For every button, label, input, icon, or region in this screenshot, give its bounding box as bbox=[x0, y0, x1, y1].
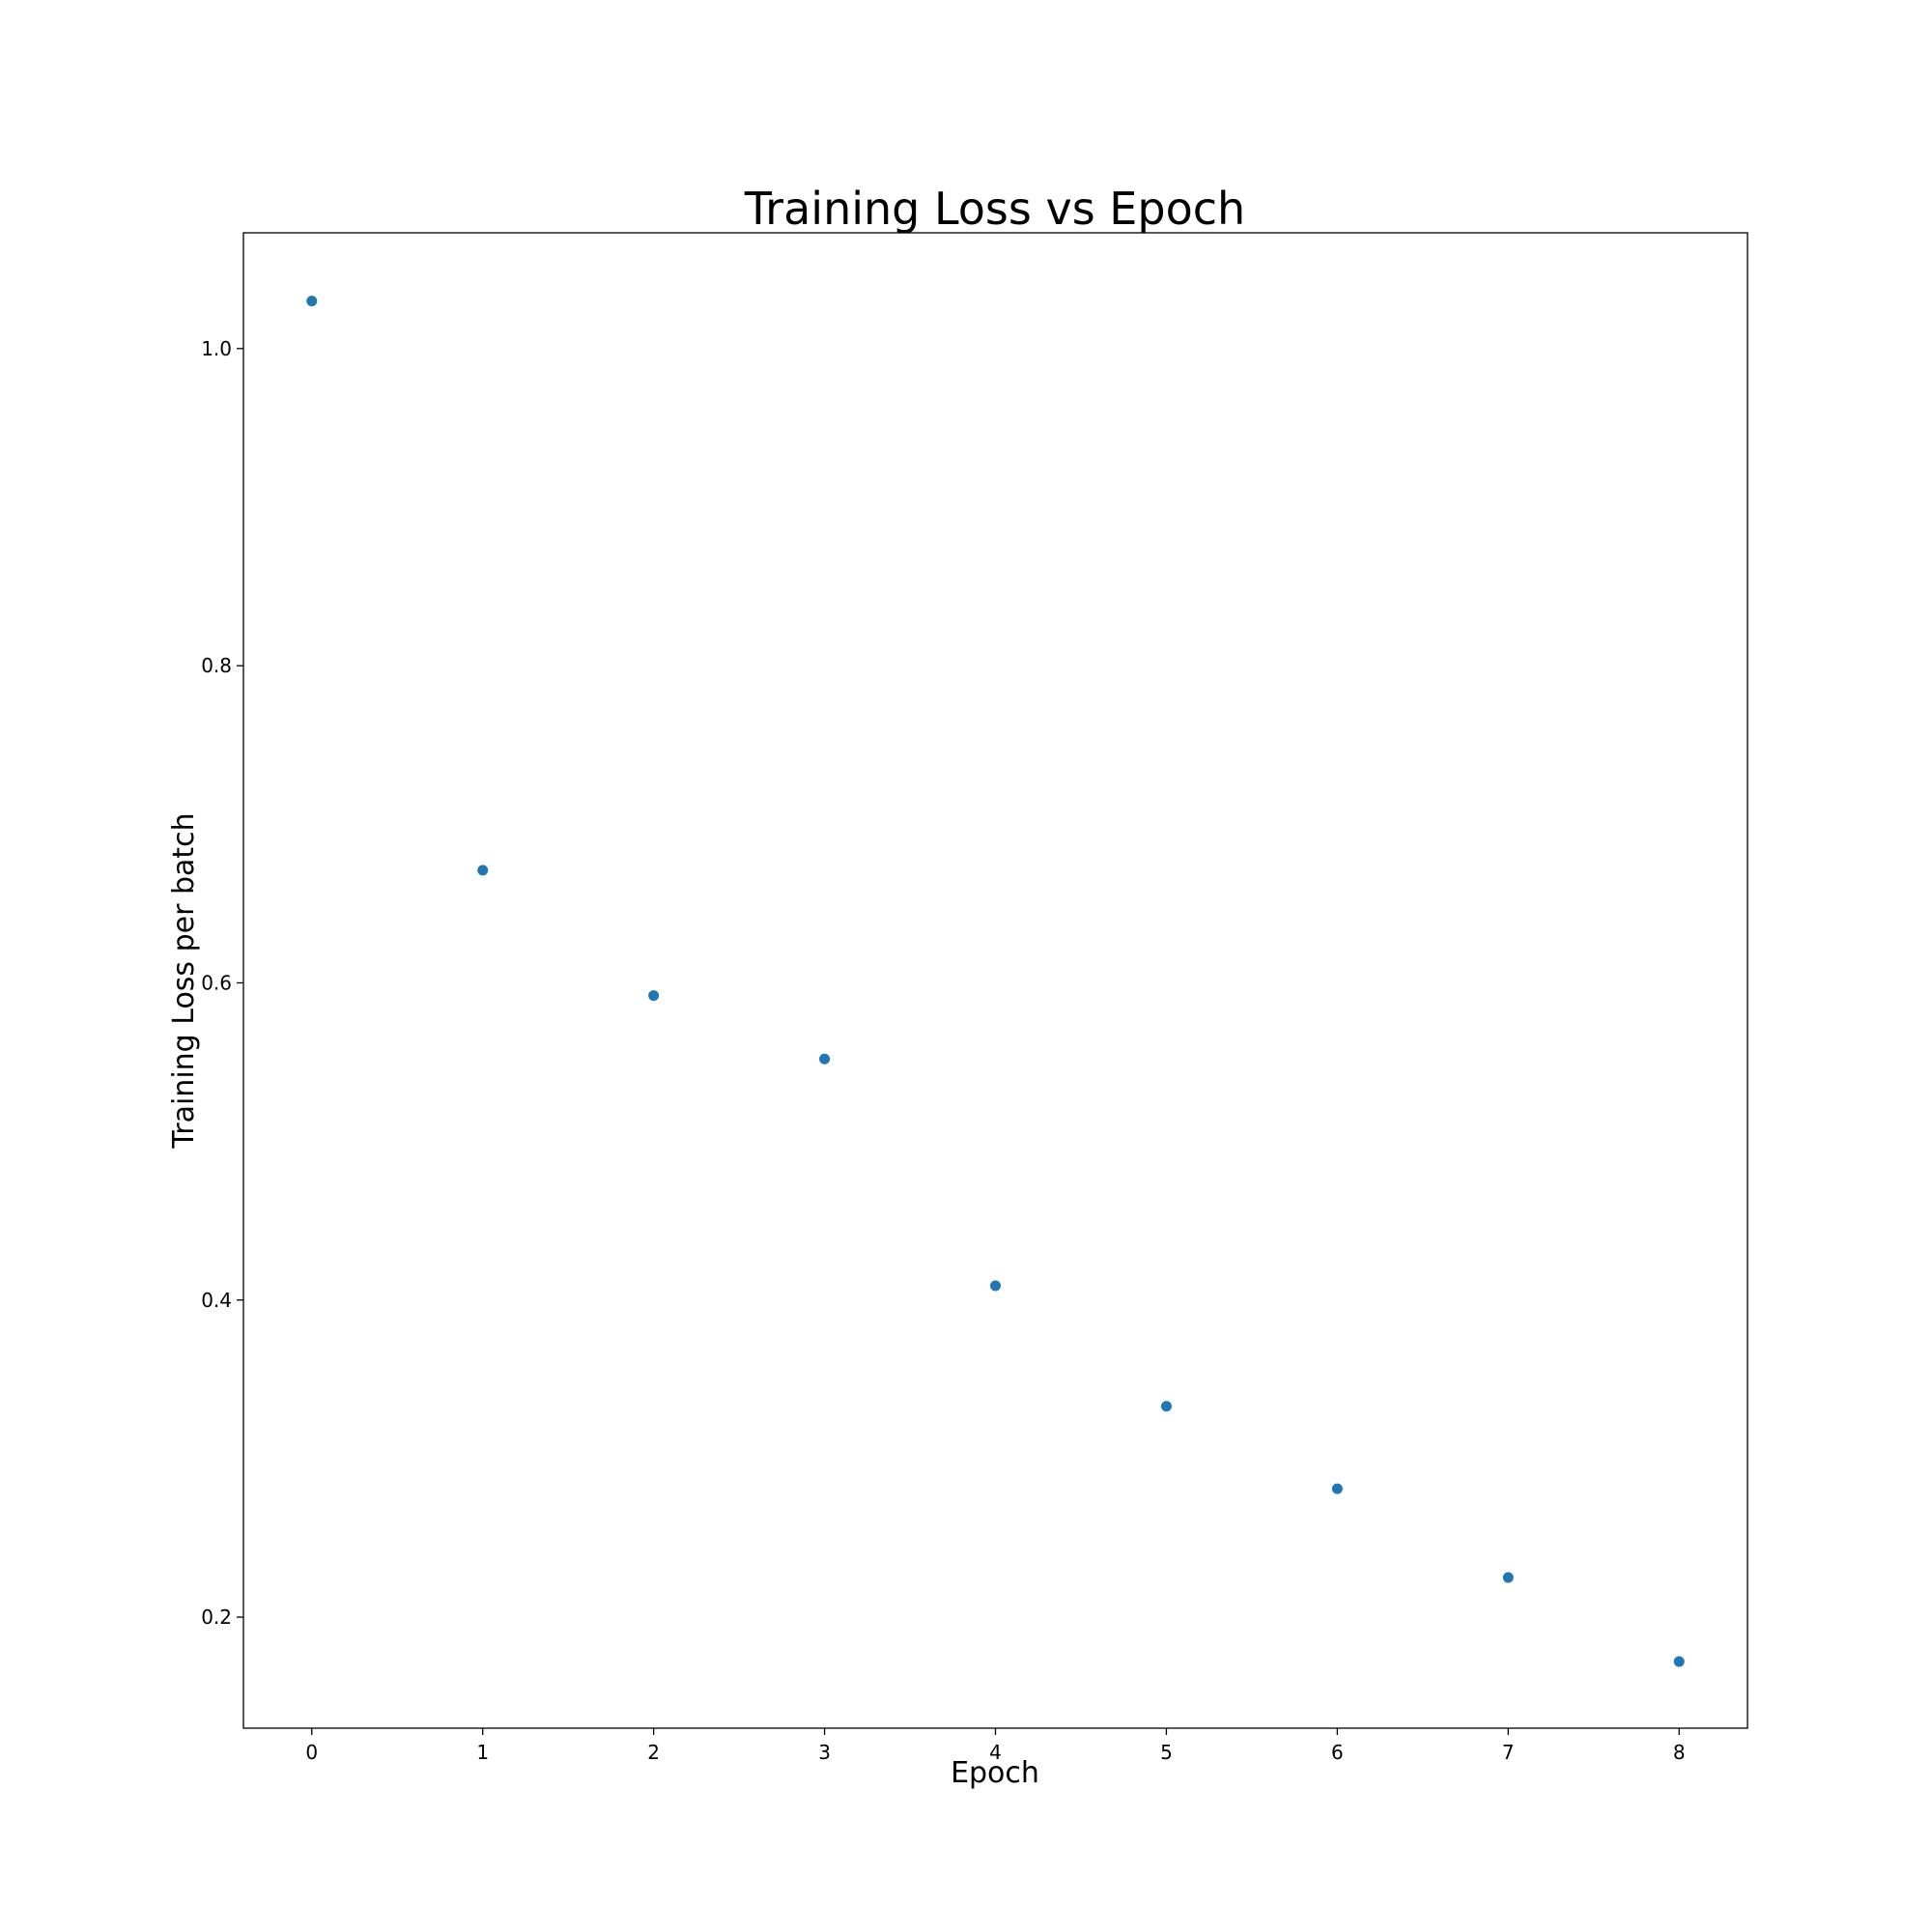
data-point bbox=[990, 1280, 1001, 1292]
x-axis-title: Epoch bbox=[951, 1756, 1039, 1790]
x-tick-label: 3 bbox=[818, 1741, 831, 1764]
x-tick-label: 8 bbox=[1673, 1741, 1686, 1764]
x-axis: 0 1 2 3 4 5 6 7 8 bbox=[305, 1728, 1686, 1764]
x-tick-label: 2 bbox=[647, 1741, 660, 1764]
y-tick-label: 0.2 bbox=[201, 1605, 232, 1629]
x-tick-label: 6 bbox=[1331, 1741, 1344, 1764]
x-tick-label: 5 bbox=[1160, 1741, 1173, 1764]
y-axis-title: Training Loss per batch bbox=[167, 812, 201, 1149]
y-axis: 0.2 0.4 0.6 0.8 1.0 bbox=[201, 337, 243, 1629]
y-tick-label: 0.4 bbox=[201, 1289, 232, 1312]
data-points bbox=[306, 296, 1685, 1667]
data-point bbox=[1673, 1656, 1685, 1667]
data-point bbox=[306, 296, 318, 307]
data-point bbox=[1502, 1572, 1514, 1583]
chart-title: Training Loss vs Epoch bbox=[744, 183, 1245, 235]
x-tick-label: 4 bbox=[989, 1741, 1002, 1764]
data-point bbox=[819, 1053, 831, 1065]
data-point bbox=[477, 865, 489, 876]
x-tick-label: 1 bbox=[476, 1741, 489, 1764]
y-tick-label: 0.6 bbox=[201, 971, 232, 994]
data-point bbox=[1160, 1401, 1172, 1412]
plot-area-frame bbox=[242, 232, 1748, 1729]
y-tick-label: 0.8 bbox=[201, 654, 232, 677]
y-tick-label: 1.0 bbox=[201, 337, 232, 360]
data-point bbox=[1331, 1483, 1343, 1494]
x-tick-label: 0 bbox=[305, 1741, 318, 1764]
data-point bbox=[648, 990, 660, 1002]
x-tick-label: 7 bbox=[1502, 1741, 1515, 1764]
